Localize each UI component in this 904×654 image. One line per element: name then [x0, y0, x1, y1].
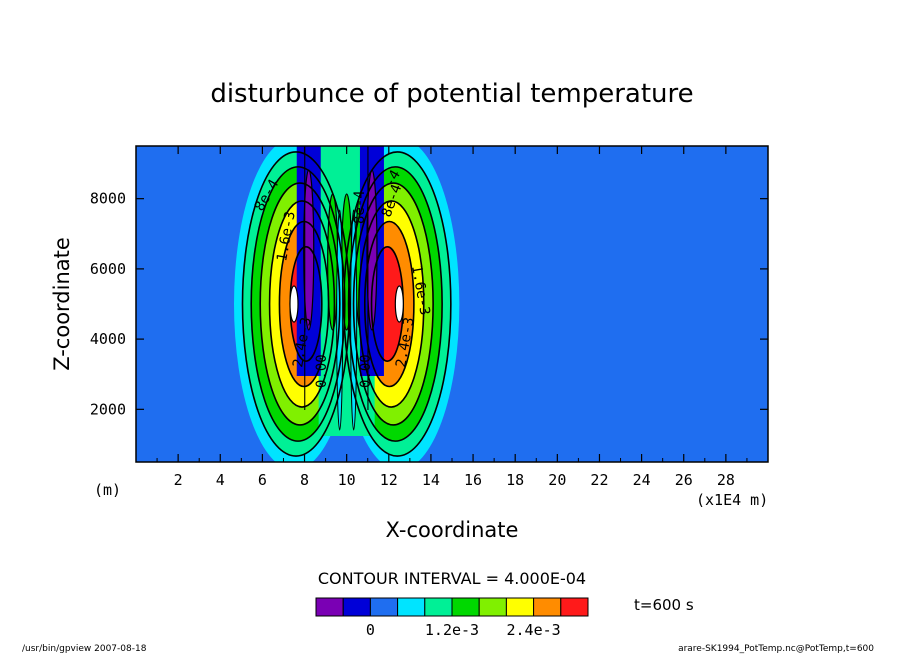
x-axis: 2 4 6 8 10 12 14 16 18 20 22 24 26 28 — [156, 146, 748, 489]
contour-peak — [289, 285, 299, 323]
x-tick-label: 16 — [464, 471, 482, 489]
x-tick-label: 24 — [633, 471, 651, 489]
contour-line — [296, 146, 306, 410]
x-tick-label: 14 — [422, 471, 440, 489]
colorbar-swatch — [560, 597, 589, 617]
x-tick-label: 6 — [258, 471, 267, 489]
x-tick-label: 4 — [216, 471, 225, 489]
colorbar-swatch — [533, 597, 562, 617]
contour-line — [347, 166, 443, 442]
x-tick-label: 18 — [506, 471, 524, 489]
contour-label: 8e-4 — [352, 190, 368, 224]
time-label: t=600 s — [634, 596, 694, 614]
contour-label: -4 — [382, 167, 404, 190]
x-tick-label: 22 — [590, 471, 608, 489]
x-tick-label: 12 — [380, 471, 398, 489]
chart-title: disturbunce of potential temperature — [210, 79, 693, 109]
x-unit-right: (x1E4 m) — [696, 491, 768, 509]
contour-line — [359, 146, 369, 410]
colorbar-tick-label: 1.2e-3 — [425, 621, 479, 639]
contour-line — [278, 220, 330, 388]
colorbar-swatch — [369, 597, 399, 617]
colorbar-swatch — [424, 597, 453, 617]
contour-label: 0.00 — [314, 354, 330, 388]
colorbar-tick-label: 2.4e-3 — [507, 621, 561, 639]
y-tick-label: 4000 — [90, 330, 126, 348]
contour-line-layer — [241, 146, 452, 457]
contour-line — [352, 182, 434, 426]
y-tick-label: 2000 — [90, 400, 126, 418]
colorbar-swatch — [315, 597, 344, 617]
plot-area: 8e-4 1.6e-3 2.4e-3 0.00 8e-4 1.6e-3 2.4e… — [136, 146, 768, 462]
colorbar-tick-label: 0 — [366, 621, 375, 639]
contour-line — [363, 220, 415, 388]
contour-line — [268, 200, 336, 408]
x-axis-label: X-coordinate — [386, 518, 519, 542]
footer-left-text: /usr/bin/gpview 2007-08-18 — [22, 644, 147, 654]
colorbar: 0 1.2e-3 2.4e-3 — [315, 597, 589, 639]
x-tick-label: 10 — [338, 471, 356, 489]
contour-line — [250, 166, 346, 442]
colorbar-swatch — [505, 597, 535, 617]
contour-line — [259, 182, 341, 426]
x-unit-left: (m) — [94, 481, 121, 499]
contour-line — [343, 151, 452, 457]
x-tick-label: 28 — [717, 471, 735, 489]
x-tick-label: 26 — [675, 471, 693, 489]
colorbar-swatch — [478, 597, 507, 617]
contour-line — [241, 151, 351, 457]
x-tick-label: 2 — [174, 471, 183, 489]
contour-peak — [394, 285, 404, 323]
x-tick-label: 20 — [548, 471, 566, 489]
y-tick-label: 8000 — [90, 190, 126, 208]
contour-interval-text: CONTOUR INTERVAL = 4.000E-04 — [318, 569, 586, 588]
x-tick-label: 8 — [300, 471, 309, 489]
colorbar-swatch — [451, 597, 480, 617]
y-tick-label: 6000 — [90, 260, 126, 278]
y-axis-label: Z-coordinate — [50, 237, 74, 371]
colorbar-swatch — [342, 597, 371, 617]
contour-line — [358, 200, 425, 408]
footer-right-text: arare-SK1994_PotTemp.nc@PotTemp,t=600 — [678, 644, 874, 654]
y-axis: 2000 4000 6000 8000 — [90, 190, 768, 418]
colorbar-swatch — [397, 597, 426, 617]
contour-label: 0.00 — [358, 354, 374, 388]
